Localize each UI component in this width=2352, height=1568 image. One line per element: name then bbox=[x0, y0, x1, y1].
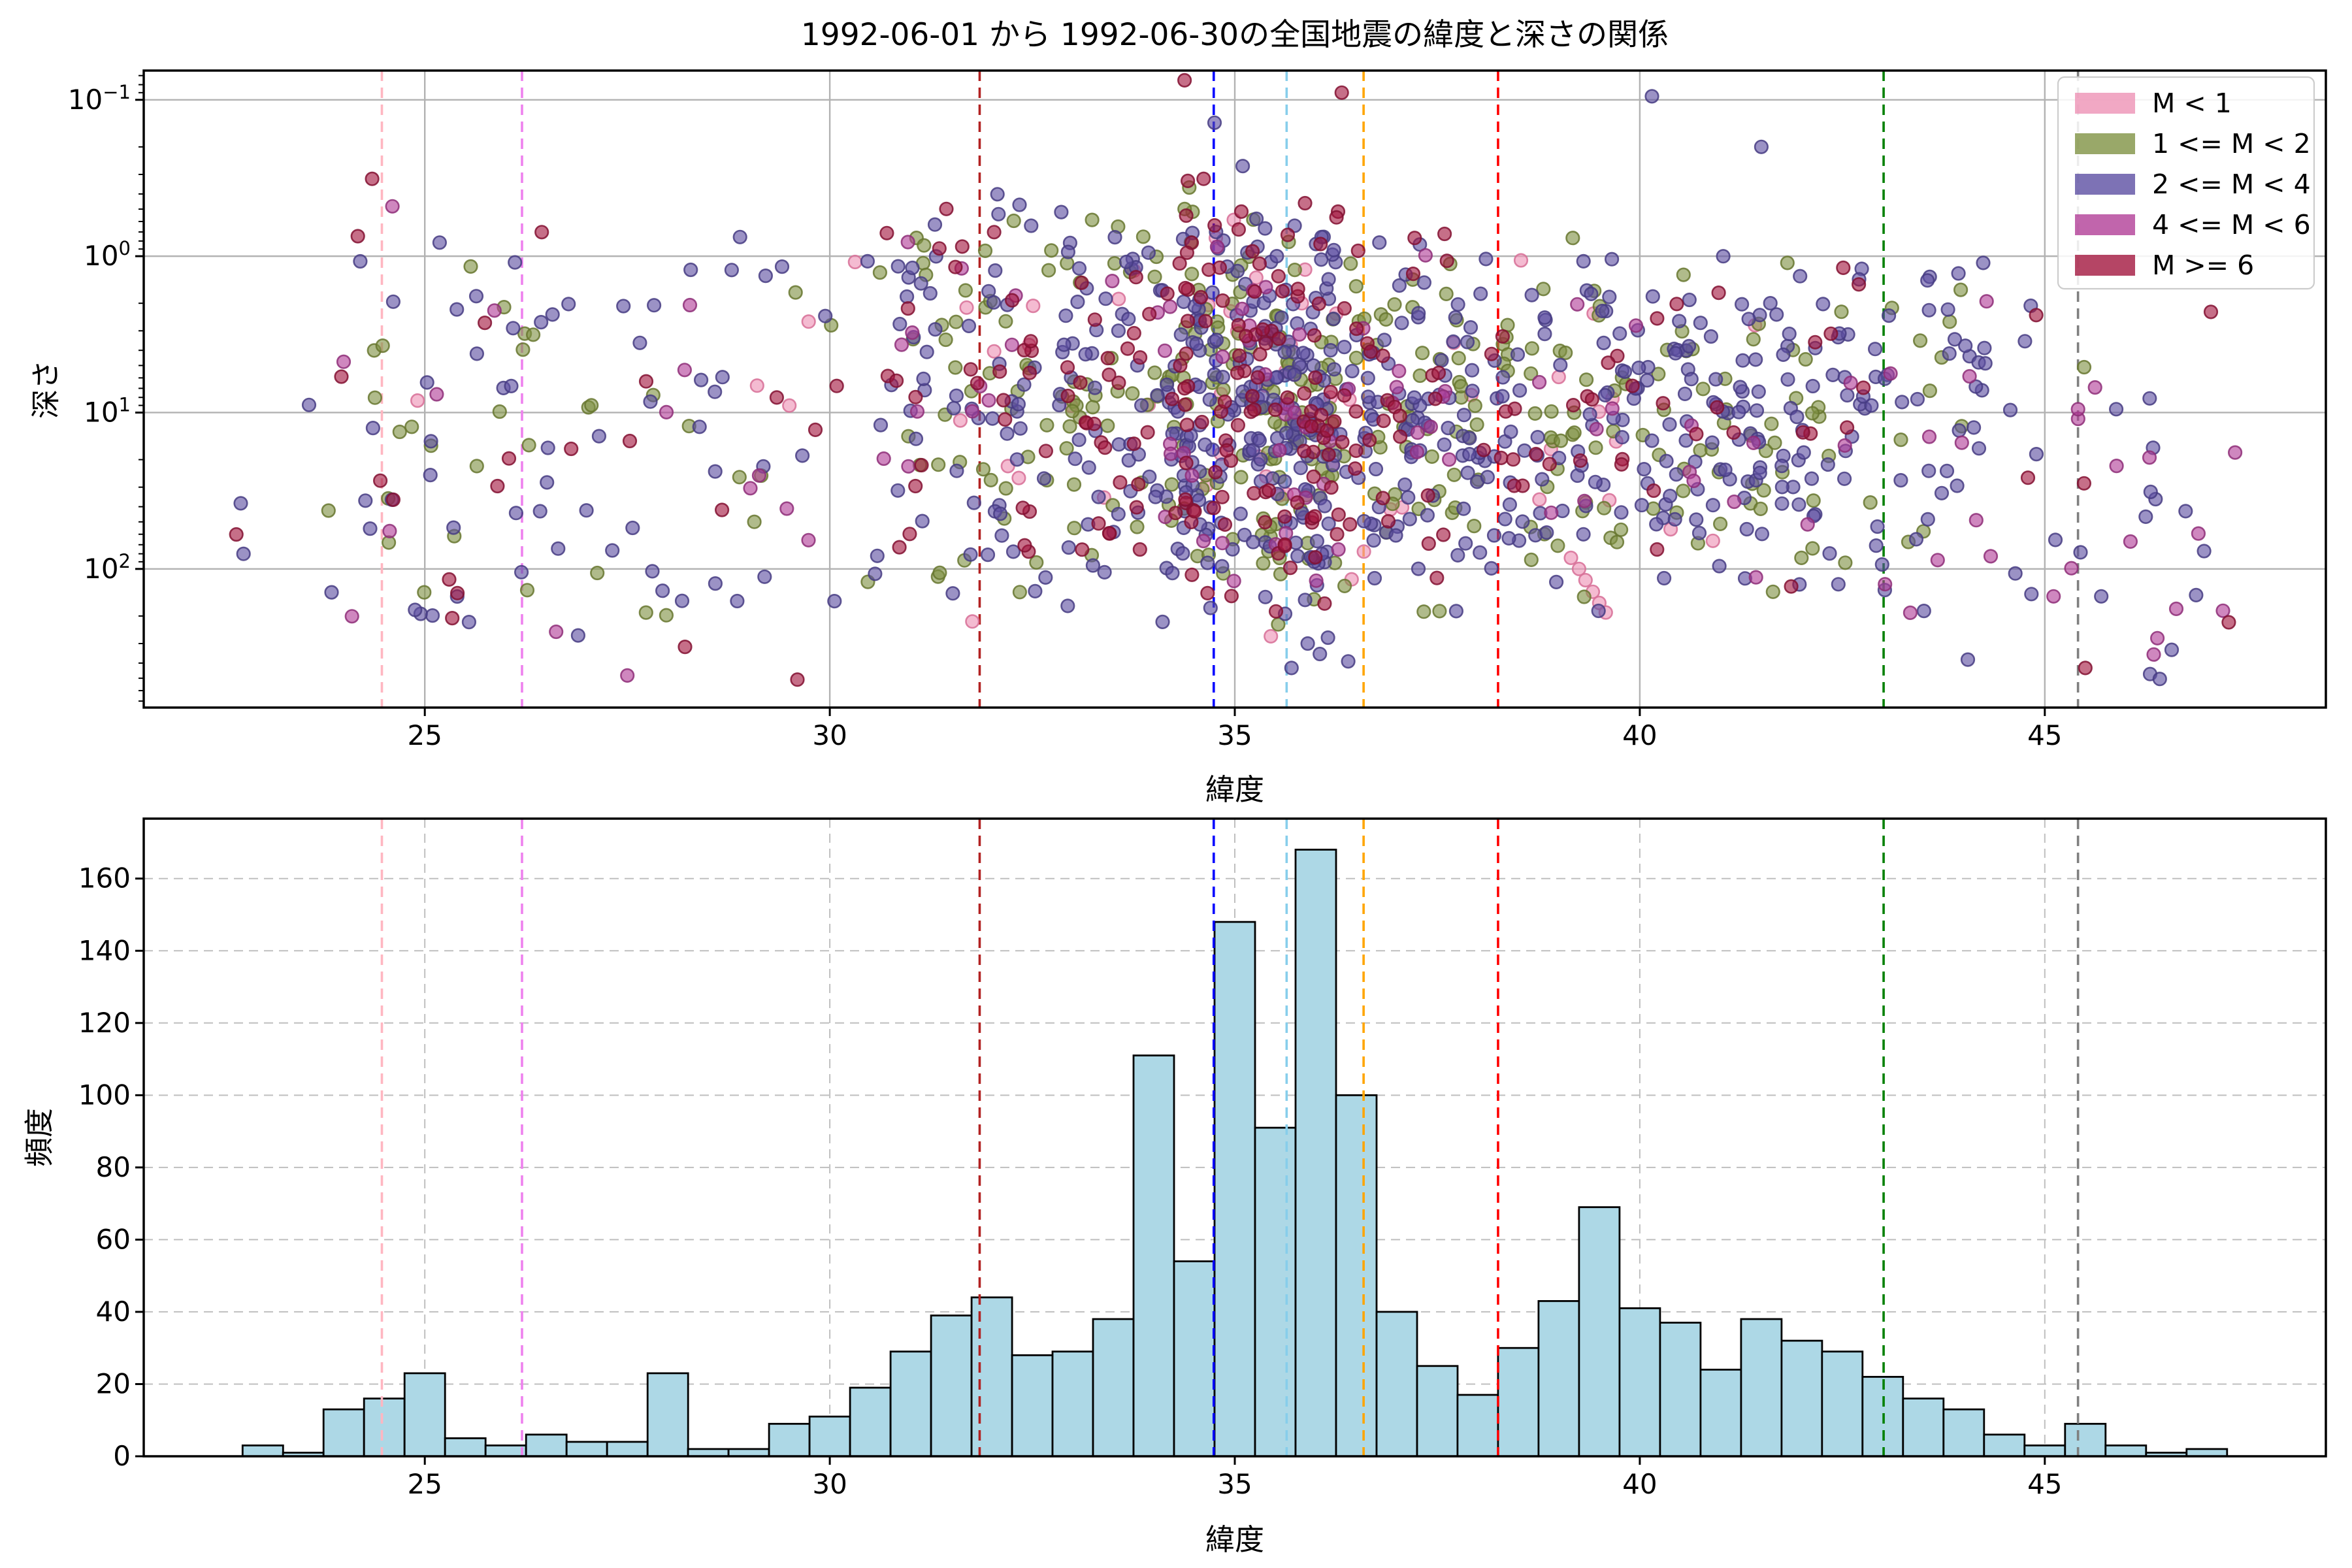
scatter-points bbox=[229, 73, 2243, 687]
legend-swatch bbox=[2075, 214, 2135, 235]
legend-label: M >= 6 bbox=[2152, 250, 2254, 281]
reference-vlines-bottom bbox=[380, 819, 2080, 1456]
legend-item: M < 1 bbox=[2075, 88, 2232, 119]
svg-text:35: 35 bbox=[1217, 719, 1252, 751]
reference-vlines-top bbox=[380, 71, 2080, 708]
svg-text:160: 160 bbox=[78, 862, 131, 894]
histogram-bar bbox=[363, 1397, 406, 1458]
histogram-axis-ticks bbox=[135, 877, 2046, 1465]
svg-text:10−1: 10−1 bbox=[68, 81, 131, 116]
histogram-bar bbox=[1618, 1307, 1661, 1458]
histogram-bar bbox=[444, 1437, 487, 1458]
histogram-bar bbox=[1092, 1318, 1135, 1458]
svg-text:45: 45 bbox=[2027, 1468, 2062, 1500]
histogram-bar bbox=[2104, 1444, 2148, 1458]
histogram-bar bbox=[930, 1315, 973, 1458]
histogram-bar bbox=[1456, 1394, 1499, 1458]
svg-text:20: 20 bbox=[96, 1367, 131, 1399]
svg-text:45: 45 bbox=[2027, 719, 2062, 751]
svg-text:101: 101 bbox=[84, 393, 131, 428]
legend-swatch bbox=[2075, 133, 2135, 154]
histogram-bar bbox=[1659, 1322, 1702, 1458]
histogram-bar bbox=[484, 1444, 527, 1458]
svg-text:80: 80 bbox=[96, 1151, 131, 1183]
histogram-bar bbox=[1537, 1300, 1580, 1458]
histogram-bar bbox=[1375, 1311, 1418, 1458]
histogram-bar bbox=[1983, 1433, 2026, 1458]
histogram-bar bbox=[1497, 1347, 1540, 1458]
histogram-bar bbox=[1740, 1318, 1783, 1458]
legend-item: 4 <= M < 6 bbox=[2075, 209, 2311, 240]
legend: M < 1 1 <= M < 2 2 <= M < 4 4 <= M < 6 M >= … bbox=[2057, 76, 2315, 290]
histogram-axis-ticklabels: 25 30 35 40 45 0 20 40 60 80 100 120 140 160 bbox=[78, 862, 2063, 1500]
scatter-series-3 bbox=[336, 199, 2243, 683]
histogram-bar bbox=[241, 1444, 284, 1458]
legend-item: M >= 6 bbox=[2075, 250, 2254, 281]
legend-swatch bbox=[2075, 93, 2135, 114]
histogram-bar bbox=[1902, 1397, 1945, 1458]
histogram-bar bbox=[1699, 1368, 1742, 1458]
svg-text:0: 0 bbox=[113, 1440, 131, 1472]
scatter-axis-ticks bbox=[135, 74, 2046, 716]
svg-text:30: 30 bbox=[812, 719, 847, 751]
histogram-bar bbox=[2023, 1444, 2066, 1458]
histogram-bar bbox=[970, 1296, 1013, 1458]
histogram-bar bbox=[2064, 1422, 2107, 1458]
svg-text:40: 40 bbox=[96, 1296, 131, 1328]
legend-item: 1 <= M < 2 bbox=[2075, 128, 2311, 159]
histogram-bar bbox=[1335, 1094, 1378, 1458]
histogram-bar bbox=[1294, 849, 1337, 1458]
x-axis-label-bottom: 緯度 bbox=[1205, 1522, 1264, 1557]
histogram-bar bbox=[849, 1386, 892, 1458]
histogram-bar bbox=[768, 1422, 811, 1458]
legend-label: 1 <= M < 2 bbox=[2152, 128, 2311, 159]
histogram-bar bbox=[322, 1408, 365, 1458]
histogram-bars bbox=[241, 849, 2229, 1458]
svg-text:102: 102 bbox=[84, 550, 131, 585]
svg-text:120: 120 bbox=[78, 1007, 131, 1039]
histogram-bar bbox=[606, 1441, 649, 1458]
svg-text:30: 30 bbox=[812, 1468, 847, 1500]
scatter-series-4 bbox=[229, 73, 2236, 687]
chart-title: 1992-06-01 から 1992-06-30の全国地震の緯度と深さの関係 bbox=[800, 17, 1669, 53]
legend-swatch bbox=[2075, 255, 2135, 276]
histogram-bar bbox=[1578, 1206, 1621, 1458]
histogram-bar bbox=[1416, 1365, 1459, 1458]
legend-label: 4 <= M < 6 bbox=[2152, 209, 2311, 240]
histogram-bar bbox=[889, 1350, 932, 1458]
histogram-bar bbox=[565, 1441, 608, 1458]
legend-label: 2 <= M < 4 bbox=[2152, 169, 2311, 200]
svg-text:40: 40 bbox=[1622, 719, 1657, 751]
y-axis-label-frequency: 頻度 bbox=[22, 1107, 57, 1168]
svg-text:100: 100 bbox=[78, 1079, 131, 1111]
svg-text:100: 100 bbox=[84, 237, 131, 272]
svg-text:40: 40 bbox=[1622, 1468, 1657, 1500]
svg-text:60: 60 bbox=[96, 1223, 131, 1255]
legend-label: M < 1 bbox=[2152, 88, 2232, 119]
histogram-bar bbox=[1132, 1054, 1175, 1458]
histogram-bar bbox=[1173, 1260, 1216, 1458]
scatter-grid bbox=[144, 71, 2326, 708]
legend-item: 2 <= M < 4 bbox=[2075, 169, 2311, 200]
svg-text:140: 140 bbox=[78, 934, 131, 966]
histogram-bar bbox=[646, 1372, 689, 1458]
legend-swatch bbox=[2075, 174, 2135, 195]
histogram-bar bbox=[525, 1433, 568, 1458]
histogram-bar bbox=[1213, 921, 1256, 1458]
histogram-bar bbox=[1821, 1350, 1864, 1458]
svg-text:25: 25 bbox=[407, 719, 442, 751]
histogram-bar bbox=[1942, 1408, 1985, 1458]
histogram-bar bbox=[403, 1372, 446, 1458]
histogram-bar bbox=[1051, 1350, 1094, 1458]
histogram-bar bbox=[1011, 1354, 1054, 1458]
x-axis-label-top: 緯度 bbox=[1205, 772, 1264, 807]
histogram-bar bbox=[1780, 1339, 1823, 1458]
histogram-bar bbox=[1254, 1126, 1297, 1458]
svg-text:25: 25 bbox=[407, 1468, 442, 1500]
svg-text:35: 35 bbox=[1217, 1468, 1252, 1500]
y-axis-label-depth: 深さ bbox=[28, 359, 63, 419]
histogram-bar bbox=[808, 1415, 851, 1458]
